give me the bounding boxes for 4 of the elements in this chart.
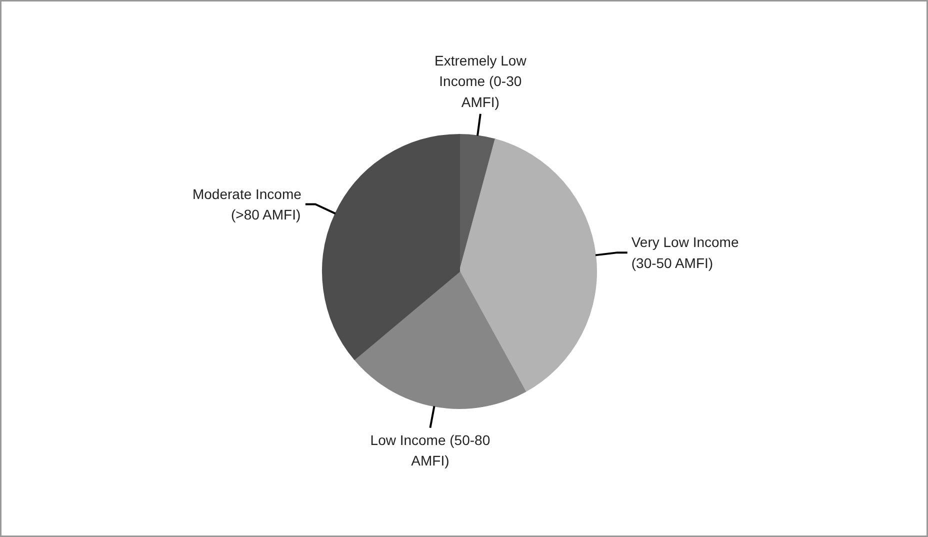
slice-label: Very Low Income (30-50 AMFI) xyxy=(631,234,739,271)
slice-label: Extremely Low Income (0-30 AMFI) xyxy=(434,52,528,110)
slice-label: Low Income (50-80 AMFI) xyxy=(370,432,490,469)
slice-label: Moderate Income (>80 AMFI) xyxy=(192,186,302,223)
